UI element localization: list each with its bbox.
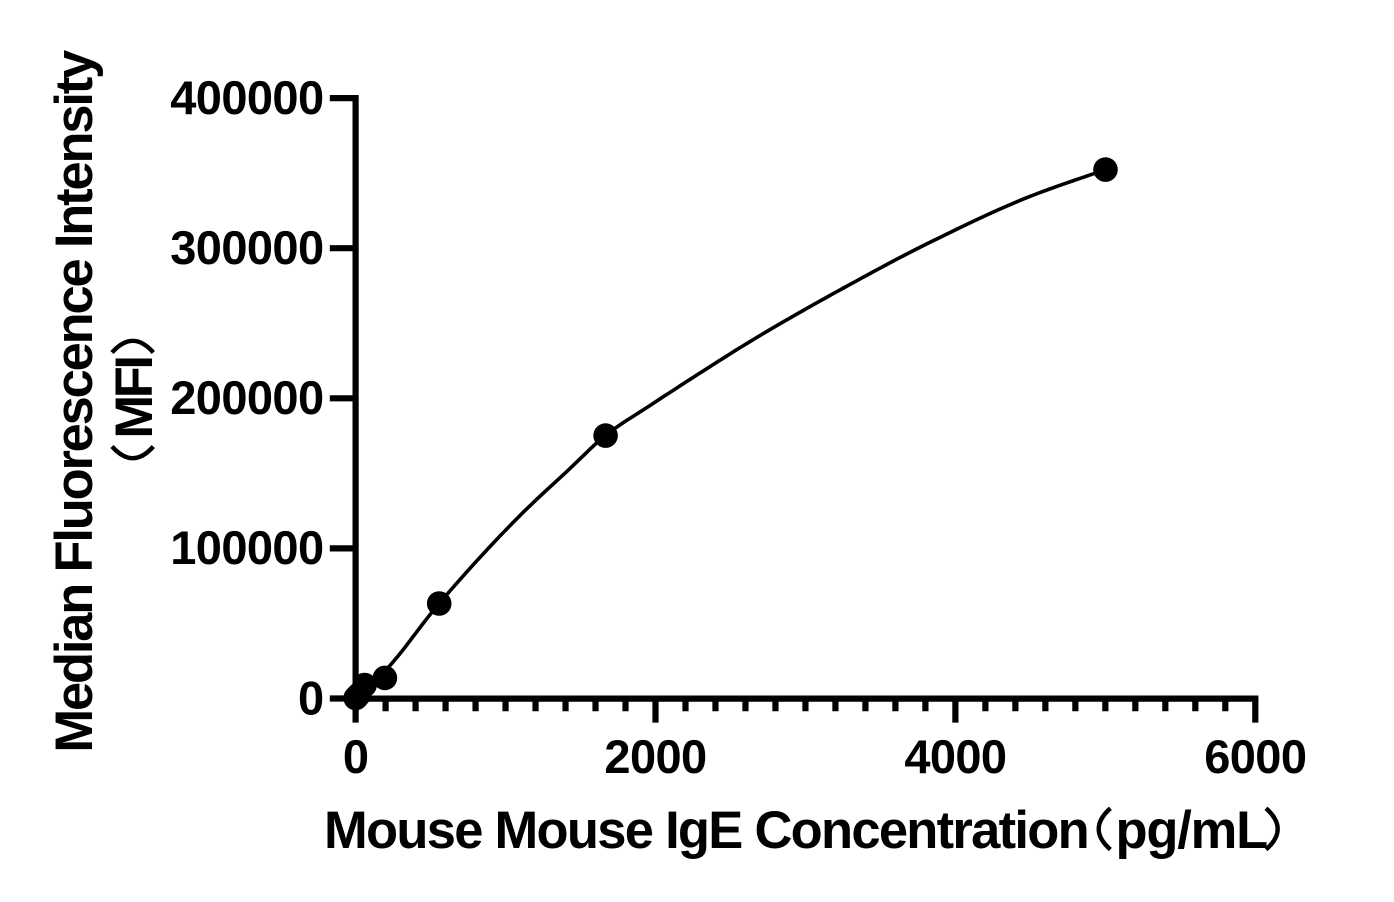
svg-text:400000: 400000 xyxy=(170,71,323,124)
svg-text:200000: 200000 xyxy=(170,371,323,424)
svg-text:pg/mL: pg/mL xyxy=(1116,801,1268,860)
svg-text:0: 0 xyxy=(343,730,369,783)
svg-text:6000: 6000 xyxy=(1204,730,1306,783)
svg-text:300000: 300000 xyxy=(170,221,323,274)
svg-text:Mouse Mouse IgE Concentration: Mouse Mouse IgE Concentration xyxy=(324,801,1088,860)
svg-text:0: 0 xyxy=(298,671,324,724)
svg-text:4000: 4000 xyxy=(904,730,1006,783)
svg-text:MFI: MFI xyxy=(105,358,164,439)
svg-text:2000: 2000 xyxy=(604,730,706,783)
svg-text:Median Fluorescence Intensity: Median Fluorescence Intensity xyxy=(45,50,104,753)
svg-text:100000: 100000 xyxy=(170,521,323,574)
